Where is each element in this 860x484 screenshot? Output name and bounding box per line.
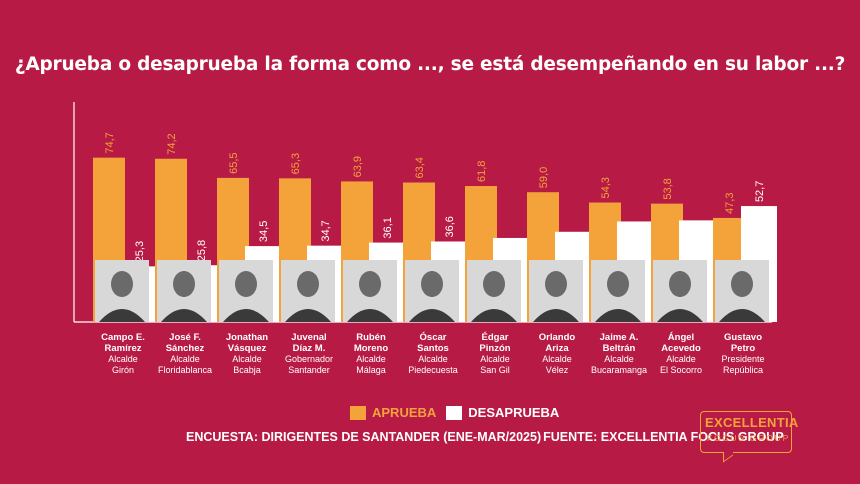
portrait-photo — [405, 260, 459, 322]
data-label-desaprueba: 52,7 — [754, 181, 766, 202]
legend-swatch-aprueba — [350, 405, 366, 420]
category-role-label: Santander — [288, 365, 330, 375]
category-name-label: Juvenal — [291, 332, 326, 343]
data-label-desaprueba: 25,3 — [134, 241, 146, 262]
category-role-label: Alcalde — [418, 354, 448, 364]
chart-title: ¿Aprueba o desaprueba la forma como ...,… — [14, 54, 846, 75]
source-note: FUENTE: EXCELLENTIA FOCUS GROUP — [543, 430, 784, 444]
portrait-photo — [157, 260, 211, 322]
data-label-desaprueba: 36,1 — [382, 217, 394, 238]
source-footer: ENCUESTA: DIRIGENTES DE SANTANDER (ENE-M… — [186, 430, 784, 444]
category-name-label: Santos — [417, 343, 449, 354]
data-label-aprueba: 74,7 — [104, 132, 116, 153]
category-role-label: Málaga — [356, 365, 386, 375]
category-name-label: Acevedo — [661, 343, 701, 354]
category-role-label: Alcalde — [170, 354, 200, 364]
data-label-aprueba: 63,4 — [414, 157, 426, 178]
category-name-label: Sánchez — [166, 343, 205, 354]
portrait-photo — [529, 260, 583, 322]
category-name-label: Díaz M. — [293, 343, 326, 354]
category-role-label: Alcalde — [480, 354, 510, 364]
data-label-aprueba: 53,8 — [662, 178, 674, 199]
category-role-label: Alcalde — [542, 354, 572, 364]
category-role-label: Bucaramanga — [591, 365, 647, 375]
survey-note: ENCUESTA: DIRIGENTES DE SANTANDER (ENE-M… — [186, 430, 542, 444]
category-name-label: Petro — [731, 343, 755, 354]
portrait-photo — [591, 260, 645, 322]
legend-label-desaprueba: DESAPRUEBA — [468, 405, 560, 420]
category-name-label: Gustavo — [724, 332, 762, 343]
category-role-label: Presidente — [721, 354, 764, 364]
category-role-label: El Socorro — [660, 365, 702, 375]
data-label-aprueba: 59,0 — [538, 167, 550, 188]
data-label-aprueba: 65,3 — [290, 153, 302, 174]
category-name-label: Édgar — [482, 332, 509, 343]
category-name-label: Orlando — [539, 332, 576, 343]
category-name-label: Campo E. — [101, 332, 145, 343]
data-label-desaprueba: 36,6 — [444, 216, 456, 237]
category-name-label: Beltrán — [603, 343, 636, 354]
category-role-label: Vélez — [546, 365, 569, 375]
category-name-label: Jonathan — [226, 332, 268, 343]
category-name-label: Rubén — [356, 332, 386, 343]
category-name-label: Ramírez — [105, 343, 142, 354]
data-label-aprueba: 47,3 — [724, 193, 736, 214]
category-role-label: Gobernador — [285, 354, 333, 364]
data-label-desaprueba: 34,7 — [320, 220, 332, 241]
portrait-photo — [281, 260, 335, 322]
logo-line-1: EXCELLENTIA — [705, 415, 799, 430]
category-name-label: Moreno — [354, 343, 389, 354]
category-role-label: Bcabja — [233, 365, 261, 375]
category-name-label: Pinzón — [479, 343, 510, 354]
category-name-label: Jaime A. — [600, 332, 639, 343]
data-label-aprueba: 61,8 — [476, 161, 488, 182]
data-label-aprueba: 63,9 — [352, 156, 364, 177]
portrait-photo — [219, 260, 273, 322]
category-role-label: Floridablanca — [158, 365, 212, 375]
legend-label-aprueba: APRUEBA — [372, 405, 437, 420]
excellentia-logo: EXCELLENTIA FOCUS GROUP — [700, 411, 798, 463]
category-role-label: Alcalde — [604, 354, 634, 364]
category-name-label: Ángel — [668, 332, 694, 343]
portrait-photo — [467, 260, 521, 322]
legend: APRUEBA DESAPRUEBA — [350, 405, 559, 420]
category-name-label: Vásquez — [228, 343, 267, 354]
data-label-desaprueba: 34,5 — [258, 221, 270, 242]
category-role-label: Piedecuesta — [408, 365, 458, 375]
category-name-label: Óscar — [420, 331, 447, 343]
category-name-label: José F. — [169, 332, 201, 343]
portrait-photo — [95, 260, 149, 322]
category-role-label: Alcalde — [232, 354, 262, 364]
data-label-aprueba: 65,5 — [228, 152, 240, 173]
category-role-label: Alcalde — [108, 354, 138, 364]
data-label-aprueba: 54,3 — [600, 177, 612, 198]
data-label-aprueba: 74,2 — [166, 133, 178, 154]
category-role-label: Alcalde — [666, 354, 696, 364]
category-name-label: Ariza — [545, 343, 569, 354]
category-role-label: República — [723, 365, 763, 375]
category-role-label: Alcalde — [356, 354, 386, 364]
portrait-photo — [343, 260, 397, 322]
category-role-label: San Gil — [480, 365, 510, 375]
portrait-photo — [653, 260, 707, 322]
legend-swatch-desaprueba — [446, 405, 463, 420]
logo-line-2: FOCUS GROUP — [707, 433, 791, 443]
portrait-photo — [715, 260, 769, 322]
category-role-label: Girón — [112, 365, 134, 375]
data-label-desaprueba: 25,8 — [196, 240, 208, 261]
